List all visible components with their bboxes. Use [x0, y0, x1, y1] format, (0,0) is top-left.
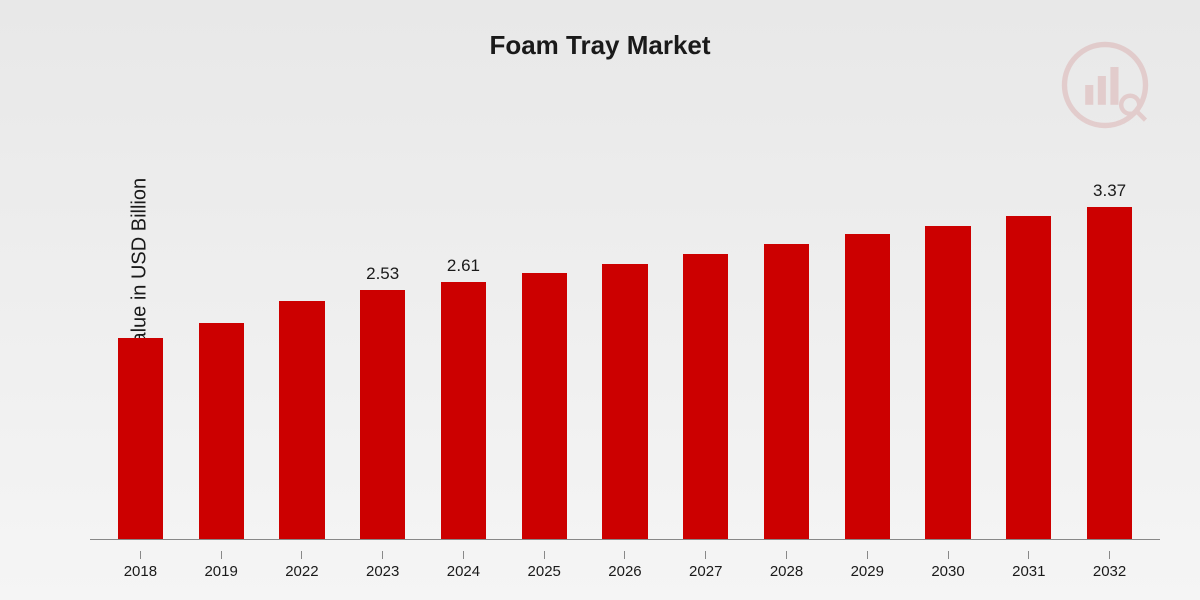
x-label-slot: 2026	[585, 551, 666, 580]
x-axis-category: 2023	[366, 563, 399, 580]
x-axis-category: 2026	[608, 563, 641, 580]
bar	[845, 234, 890, 540]
x-axis-category: 2032	[1093, 563, 1126, 580]
x-tick	[221, 551, 222, 559]
bar-slot	[585, 145, 666, 540]
bar	[1087, 207, 1132, 540]
bar-slot	[827, 145, 908, 540]
x-tick	[624, 551, 625, 559]
x-label-slot: 2022	[262, 551, 343, 580]
bar	[522, 273, 567, 540]
bar-slot	[988, 145, 1069, 540]
x-tick	[705, 551, 706, 559]
x-axis-category: 2025	[528, 563, 561, 580]
x-axis-category: 2031	[1012, 563, 1045, 580]
x-tick	[301, 551, 302, 559]
x-label-slot: 2027	[665, 551, 746, 580]
bar	[1006, 216, 1051, 540]
x-axis-category: 2019	[204, 563, 237, 580]
x-tick	[140, 551, 141, 559]
bar-slot	[100, 145, 181, 540]
bar	[279, 301, 324, 540]
x-axis-labels: 2018 2019 2022 2023 2024 2025 2026 2027 2028 2029…	[90, 551, 1160, 580]
x-tick	[948, 551, 949, 559]
bars-container: 2.53 2.61 3.37	[90, 145, 1160, 540]
bar-slot: 2.53	[342, 145, 423, 540]
x-axis-category: 2030	[931, 563, 964, 580]
bar-slot	[181, 145, 262, 540]
bar	[199, 323, 244, 540]
x-label-slot: 2024	[423, 551, 504, 580]
x-label-slot: 2029	[827, 551, 908, 580]
chart-title: Foam Tray Market	[489, 30, 710, 61]
x-tick	[1028, 551, 1029, 559]
x-axis-category: 2029	[851, 563, 884, 580]
plot-area: 2.53 2.61 3.37	[90, 145, 1160, 540]
bar-slot	[504, 145, 585, 540]
x-label-slot: 2028	[746, 551, 827, 580]
x-axis-line	[90, 539, 1160, 540]
bar-slot: 3.37	[1069, 145, 1150, 540]
x-tick	[786, 551, 787, 559]
bar	[925, 226, 970, 540]
x-axis-category: 2022	[285, 563, 318, 580]
x-axis-category: 2028	[770, 563, 803, 580]
x-label-slot: 2019	[181, 551, 262, 580]
x-tick	[382, 551, 383, 559]
bar-slot	[665, 145, 746, 540]
bar	[441, 282, 486, 540]
x-tick	[463, 551, 464, 559]
bar	[602, 264, 647, 541]
bar-slot	[908, 145, 989, 540]
x-axis-category: 2027	[689, 563, 722, 580]
x-tick	[867, 551, 868, 559]
x-label-slot: 2025	[504, 551, 585, 580]
x-axis-category: 2018	[124, 563, 157, 580]
bar	[360, 290, 405, 540]
logo-watermark	[1060, 40, 1150, 130]
x-label-slot: 2023	[342, 551, 423, 580]
bar	[683, 254, 728, 540]
x-tick	[544, 551, 545, 559]
x-tick	[1109, 551, 1110, 559]
bar-value-label: 2.53	[366, 264, 399, 284]
bar	[764, 244, 809, 540]
x-axis-category: 2024	[447, 563, 480, 580]
x-label-slot: 2018	[100, 551, 181, 580]
bar-slot: 2.61	[423, 145, 504, 540]
bar	[118, 338, 163, 540]
bar-slot	[262, 145, 343, 540]
bar-slot	[746, 145, 827, 540]
x-label-slot: 2031	[988, 551, 1069, 580]
x-label-slot: 2032	[1069, 551, 1150, 580]
x-label-slot: 2030	[908, 551, 989, 580]
bar-value-label: 3.37	[1093, 181, 1126, 201]
bar-value-label: 2.61	[447, 256, 480, 276]
